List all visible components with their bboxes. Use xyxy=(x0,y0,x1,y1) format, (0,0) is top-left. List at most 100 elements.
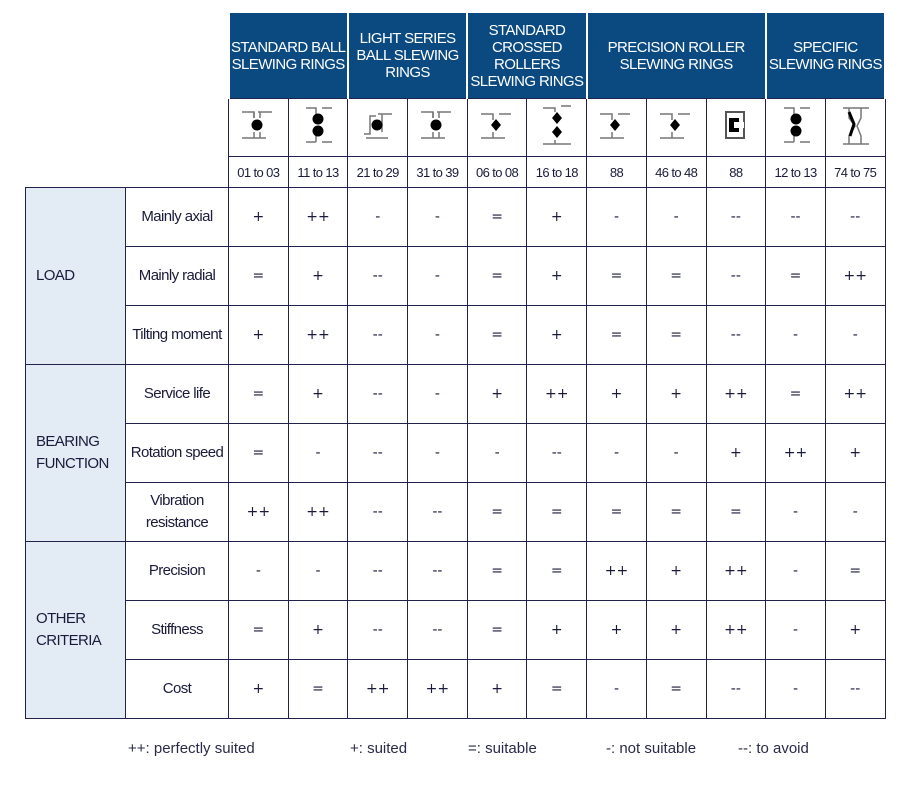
crossed-roller-icon xyxy=(656,113,696,152)
rating-cell: + xyxy=(645,541,707,601)
series-code: 46 to 48 xyxy=(645,156,707,188)
light-ball-icon xyxy=(358,113,398,152)
rating-cell: -- xyxy=(705,305,767,365)
rating-cell: = xyxy=(824,541,886,601)
rating-cell: = xyxy=(645,305,707,365)
table-row: Cost + = ++ ++ + = - = -- - -- xyxy=(26,659,886,719)
rating-cell: = xyxy=(466,187,528,247)
rating-cell: = xyxy=(466,482,528,542)
series-code: 01 to 03 xyxy=(228,156,289,188)
rating-cell: = xyxy=(645,482,707,542)
rating-cell: -- xyxy=(705,246,767,306)
rating-cell: = xyxy=(228,246,289,306)
rating-cell: - xyxy=(824,482,886,542)
empty-cell xyxy=(26,157,126,188)
single-ball-icon xyxy=(417,111,457,152)
rating-cell: - xyxy=(407,187,468,247)
table-row: Vibration resistance ++ ++ -- -- = = = = = - - xyxy=(26,482,886,542)
series-code: 31 to 39 xyxy=(407,156,468,188)
rating-cell: -- xyxy=(347,600,409,660)
rating-cell: = xyxy=(228,423,289,483)
rating-cell: + xyxy=(586,600,647,660)
criterion-label: Service life xyxy=(125,364,229,424)
rating-cell: - xyxy=(765,659,826,719)
table-row: Mainly radial = + -- - = + = = -- = ++ xyxy=(26,246,886,306)
rating-cell: = xyxy=(228,364,289,424)
rating-cell: + xyxy=(287,246,349,306)
triple-roller-icon xyxy=(716,111,756,152)
category-label: OTHER CRITERIA xyxy=(25,541,126,719)
criterion-label: Mainly axial xyxy=(125,187,229,247)
empty-cell xyxy=(26,99,126,157)
rating-cell: - xyxy=(765,541,826,601)
double-roller-icon xyxy=(537,105,577,152)
rating-cell: -- xyxy=(347,482,409,542)
rating-cell: = xyxy=(586,482,647,542)
rating-cell: = xyxy=(526,541,588,601)
rating-cell: = xyxy=(586,305,647,365)
rating-cell: - xyxy=(407,364,468,424)
bearing-diagram-cell xyxy=(645,98,707,157)
rating-cell: - xyxy=(466,423,528,483)
legend-perfectly-suited: ++: perfectly suited xyxy=(128,740,255,757)
bearing-diagram-cell xyxy=(765,98,826,157)
rating-cell: - xyxy=(765,305,826,365)
rating-cell: = xyxy=(526,659,588,719)
rating-cell: - xyxy=(824,305,886,365)
rating-cell: - xyxy=(765,600,826,660)
rating-cell: - xyxy=(645,187,707,247)
legend-to-avoid: --: to avoid xyxy=(738,740,809,757)
series-code: 74 to 75 xyxy=(824,156,886,188)
series-code: 16 to 18 xyxy=(526,156,588,188)
rating-cell: ++ xyxy=(705,600,767,660)
rating-cell: - xyxy=(645,423,707,483)
rating-cell: -- xyxy=(407,541,468,601)
rating-cell: -- xyxy=(347,541,409,601)
rating-cell: + xyxy=(705,423,767,483)
rating-cell: + xyxy=(228,659,289,719)
rating-cell: ++ xyxy=(287,482,349,542)
rating-cell: + xyxy=(645,364,707,424)
rating-cell: ++ xyxy=(765,423,826,483)
group-header: SPECIFIC SLEWING RINGS xyxy=(764,13,887,99)
rating-cell: - xyxy=(287,541,349,601)
rating-cell: - xyxy=(287,423,349,483)
wire-race-icon xyxy=(835,107,875,152)
crossed-roller-icon xyxy=(477,113,517,152)
category-label: BEARING FUNCTION xyxy=(25,364,126,542)
rating-cell: - xyxy=(765,482,826,542)
series-code: 88 xyxy=(586,156,647,188)
table-row: Tilting moment + ++ -- - = + = = -- - - xyxy=(26,305,886,365)
rating-cell: -- xyxy=(407,600,468,660)
rating-cell: + xyxy=(824,600,886,660)
group-header: LIGHT SERIES BALL SLEWING RINGS xyxy=(346,13,469,99)
rating-cell: ++ xyxy=(287,187,349,247)
group-header: STANDARD BALL SLEWING RINGS xyxy=(227,13,349,99)
rating-cell: = xyxy=(765,364,826,424)
series-code: 06 to 08 xyxy=(466,156,528,188)
rating-cell: -- xyxy=(824,187,886,247)
empty-cell xyxy=(126,13,229,99)
table-row: LOAD Mainly axial + ++ - - = + - - -- -- -- xyxy=(25,187,886,365)
rating-cell: = xyxy=(466,305,528,365)
rating-cell: = xyxy=(586,246,647,306)
rating-cell: + xyxy=(287,364,349,424)
bearing-diagram-cell xyxy=(466,98,528,157)
rating-cell: + xyxy=(287,600,349,660)
rating-cell: = xyxy=(705,482,767,542)
legend-suited: +: suited xyxy=(350,740,408,757)
rating-cell: - xyxy=(586,659,647,719)
bearing-diagram-cell xyxy=(705,98,767,157)
single-ball-icon xyxy=(238,111,278,152)
rating-cell: + xyxy=(526,246,588,306)
rating-cell: -- xyxy=(347,305,409,365)
rating-cell: - xyxy=(407,423,468,483)
rating-cell: ++ xyxy=(705,364,767,424)
rating-cell: = xyxy=(287,659,349,719)
empty-cell xyxy=(26,13,126,99)
rating-cell: + xyxy=(466,659,528,719)
rating-cell: -- xyxy=(347,423,409,483)
rating-cell: -- xyxy=(765,187,826,247)
table-row: OTHER CRITERIA Precision - - -- -- = = ++ + ++ - = xyxy=(25,541,886,719)
rating-cell: -- xyxy=(347,246,409,306)
